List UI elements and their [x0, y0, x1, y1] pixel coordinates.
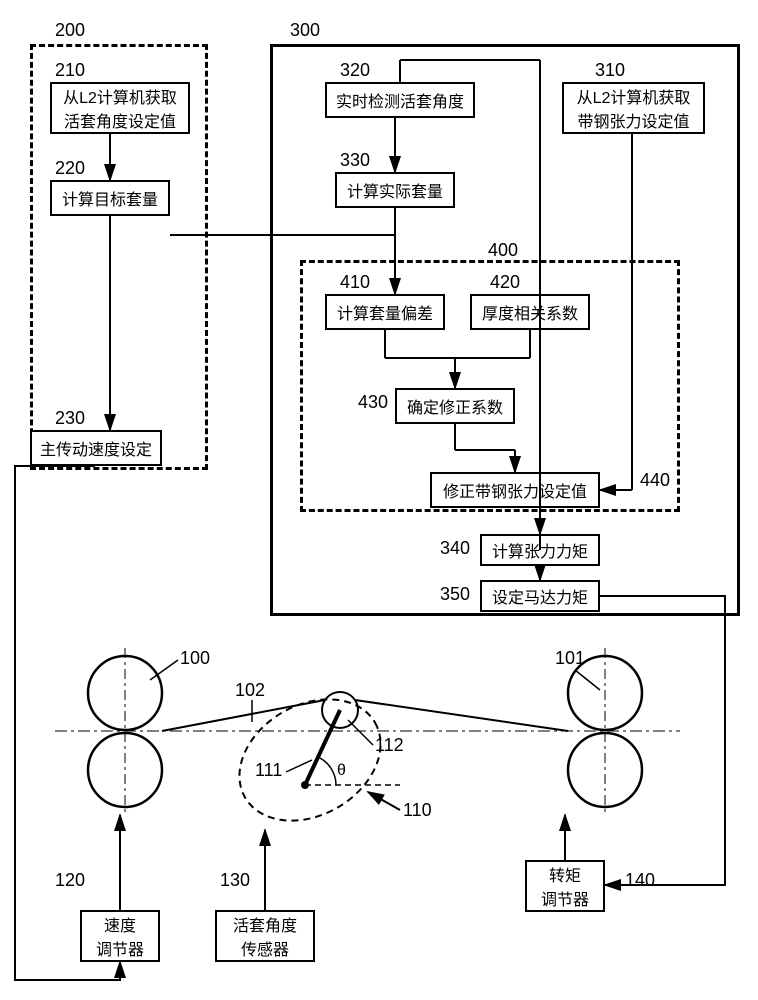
label-200: 200: [55, 20, 85, 41]
label-330: 330: [340, 150, 370, 171]
label-430: 430: [358, 392, 388, 413]
node-310: 从L2计算机获取带钢张力设定值: [562, 82, 705, 134]
label-220: 220: [55, 158, 85, 179]
node-340: 计算张力力矩: [480, 534, 600, 566]
label-410: 410: [340, 272, 370, 293]
label-112: 112: [375, 735, 404, 756]
label-140: 140: [625, 870, 655, 891]
label-310: 310: [595, 60, 625, 81]
node-410: 计算套量偏差: [325, 294, 445, 330]
node-210: 从L2计算机获取活套角度设定值: [50, 82, 190, 134]
node-220: 计算目标套量: [50, 180, 170, 216]
label-340: 340: [440, 538, 470, 559]
node-130-text: 活套角度 传感器: [233, 912, 297, 960]
node-410-text: 计算套量偏差: [337, 300, 433, 324]
label-theta: θ: [337, 762, 346, 780]
label-100: 100: [180, 648, 210, 669]
node-330-text: 计算实际套量: [347, 178, 443, 202]
label-130: 130: [220, 870, 250, 891]
label-350: 350: [440, 584, 470, 605]
label-111: 111: [255, 760, 282, 781]
label-120: 120: [55, 870, 85, 891]
node-130: 活套角度 传感器: [215, 910, 315, 962]
label-102: 102: [235, 680, 265, 701]
label-110: 110: [403, 800, 432, 821]
label-420: 420: [490, 272, 520, 293]
node-140: 转矩 调节器: [525, 860, 605, 912]
label-101: 101: [555, 648, 585, 669]
node-120: 速度 调节器: [80, 910, 160, 962]
node-140-text: 转矩 调节器: [541, 862, 589, 910]
label-440: 440: [640, 470, 670, 491]
label-230: 230: [55, 408, 85, 429]
node-430: 确定修正系数: [395, 388, 515, 424]
node-210-text: 从L2计算机获取活套角度设定值: [58, 84, 182, 132]
label-400: 400: [488, 240, 518, 261]
label-210: 210: [55, 60, 85, 81]
node-350-text: 设定马达力矩: [492, 584, 588, 608]
node-340-text: 计算张力力矩: [492, 538, 588, 562]
label-300: 300: [290, 20, 320, 41]
node-430-text: 确定修正系数: [407, 394, 503, 418]
label-320: 320: [340, 60, 370, 81]
node-320: 实时检测活套角度: [325, 82, 475, 118]
node-320-text: 实时检测活套角度: [336, 88, 464, 112]
node-310-text: 从L2计算机获取带钢张力设定值: [570, 84, 697, 132]
node-440-text: 修正带钢张力设定值: [443, 478, 587, 502]
node-230: 主传动速度设定: [30, 430, 162, 466]
node-420: 厚度相关系数: [470, 294, 590, 330]
node-440: 修正带钢张力设定值: [430, 472, 600, 508]
node-330: 计算实际套量: [335, 172, 455, 208]
node-420-text: 厚度相关系数: [482, 300, 578, 324]
node-350: 设定马达力矩: [480, 580, 600, 612]
node-220-text: 计算目标套量: [62, 186, 158, 210]
node-230-text: 主传动速度设定: [40, 436, 152, 460]
node-120-text: 速度 调节器: [96, 912, 144, 960]
